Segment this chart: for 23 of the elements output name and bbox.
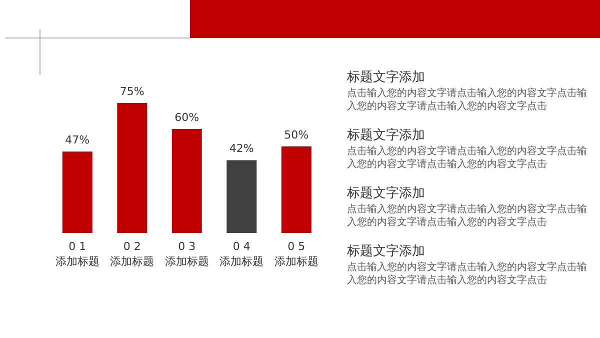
data-label: 75% <box>120 85 144 98</box>
bar <box>172 129 202 233</box>
bar <box>226 160 257 233</box>
bar <box>62 152 92 233</box>
bar <box>117 103 148 233</box>
data-label: 60% <box>174 111 200 124</box>
data-label: 42% <box>229 142 254 156</box>
x-tick-label: 0 1 添加标题 <box>55 240 100 268</box>
text: 标题文字添加 <box>347 185 426 202</box>
x-tick-label: 0 5 添加标题 <box>274 240 318 268</box>
text: 标题文字添加 <box>347 69 426 86</box>
text: 标题文字添加 <box>347 127 426 144</box>
data-label: 47% <box>65 134 90 147</box>
x-tick-label: 0 3 添加标题 <box>164 240 209 268</box>
x-tick-label: 0 2 添加标题 <box>110 240 154 268</box>
text: 点击输入您的内容文字请点击输入您的内容文字点击输入您的内容文字请点击输入您的内容文字点击 <box>347 261 588 287</box>
data-label: 50% <box>284 128 309 142</box>
text: 点击输入您的内容文字请点击输入您的内容文字点击输入您的内容文字请点击输入您的内容文字点击 <box>347 87 588 113</box>
text: 点击输入您的内容文字请点击输入您的内容文字点击输入您的内容文字请点击输入您的内容文字点击 <box>347 145 588 171</box>
bar <box>281 146 312 233</box>
x-tick-label: 0 4 添加标题 <box>220 240 264 268</box>
text: 标题文字添加 <box>347 243 426 260</box>
text: 点击输入您的内容文字请点击输入您的内容文字点击输入您的内容文字请点击输入您的内容文字点击 <box>347 203 588 229</box>
